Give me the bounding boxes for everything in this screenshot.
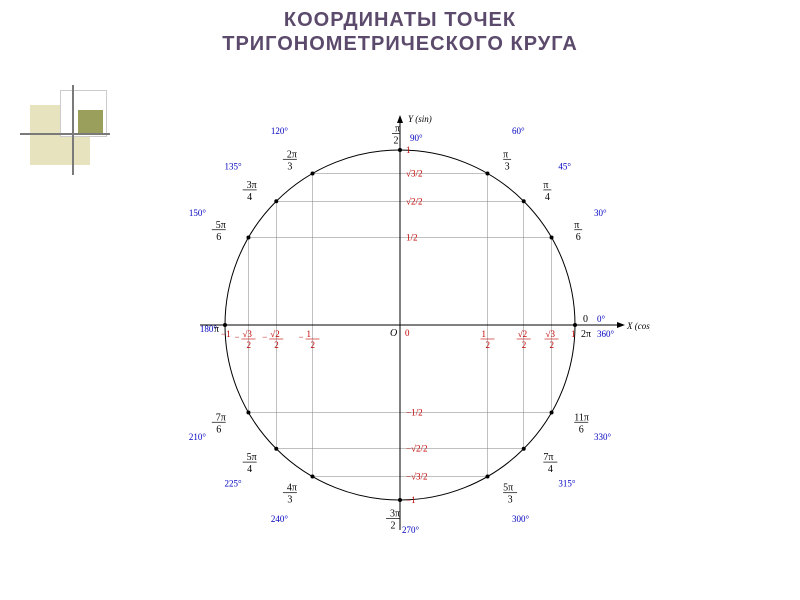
svg-text:300°: 300° xyxy=(512,514,530,524)
svg-text:360°: 360° xyxy=(597,329,615,339)
svg-text:6: 6 xyxy=(216,424,221,435)
svg-text:120°: 120° xyxy=(271,126,289,136)
svg-text:√3: √3 xyxy=(546,329,556,339)
svg-text:330°: 330° xyxy=(594,432,612,442)
svg-text:2: 2 xyxy=(391,521,396,532)
svg-text:O: O xyxy=(390,328,397,339)
svg-text:4π: 4π xyxy=(287,483,297,494)
svg-text:2: 2 xyxy=(246,340,251,350)
svg-text:0: 0 xyxy=(405,328,410,338)
svg-text:2: 2 xyxy=(550,340,555,350)
title-line1: КООРДИНАТЫ ТОЧЕК xyxy=(284,9,516,31)
svg-text:6: 6 xyxy=(579,424,584,435)
svg-text:−√3/2: −√3/2 xyxy=(406,472,428,482)
svg-text:225°: 225° xyxy=(225,478,243,488)
svg-text:4: 4 xyxy=(545,192,550,203)
svg-text:11π: 11π xyxy=(574,412,589,423)
svg-text:240°: 240° xyxy=(271,514,289,524)
svg-text:7π: 7π xyxy=(216,412,226,423)
svg-text:5π: 5π xyxy=(247,452,257,463)
svg-text:π: π xyxy=(395,124,400,135)
svg-text:3: 3 xyxy=(505,161,510,172)
svg-text:2: 2 xyxy=(486,340,491,350)
svg-text:−1/2: −1/2 xyxy=(406,408,423,418)
svg-text:−: − xyxy=(234,332,239,342)
title-line2: ТРИГОНОМЕТРИЧЕСКОГО КРУГА xyxy=(222,33,578,55)
svg-text:−1: −1 xyxy=(406,495,416,505)
svg-text:1: 1 xyxy=(307,329,312,339)
svg-text:√2: √2 xyxy=(518,329,527,339)
svg-text:−: − xyxy=(262,332,267,342)
svg-text:90°: 90° xyxy=(410,133,423,143)
svg-text:1/2: 1/2 xyxy=(406,233,418,243)
svg-text:2π: 2π xyxy=(287,149,297,160)
svg-text:π: π xyxy=(574,220,579,231)
svg-text:2: 2 xyxy=(522,340,527,350)
svg-text:5π: 5π xyxy=(216,220,226,231)
svg-text:3: 3 xyxy=(287,495,292,506)
svg-text:2: 2 xyxy=(394,136,399,147)
svg-text:π: π xyxy=(214,324,219,335)
svg-text:Y (sin): Y (sin) xyxy=(408,114,432,124)
svg-text:270°: 270° xyxy=(402,525,420,535)
svg-text:3: 3 xyxy=(287,161,292,172)
svg-text:−1: −1 xyxy=(221,329,231,339)
svg-text:315°: 315° xyxy=(558,478,576,488)
svg-text:3π: 3π xyxy=(247,180,257,191)
svg-text:2: 2 xyxy=(311,340,316,350)
svg-text:2: 2 xyxy=(274,340,279,350)
svg-text:π: π xyxy=(503,149,508,160)
unit-circle-chart: Y (sin)X (cos)O01√3/2√2/21/2−1/2−√2/2−√3… xyxy=(150,65,650,585)
svg-text:0: 0 xyxy=(583,314,588,325)
svg-text:√2: √2 xyxy=(270,329,279,339)
svg-text:4: 4 xyxy=(247,192,252,203)
svg-text:1: 1 xyxy=(571,329,576,339)
svg-text:−: − xyxy=(299,332,304,342)
svg-text:150°: 150° xyxy=(189,208,207,218)
svg-text:2π: 2π xyxy=(581,329,591,340)
svg-text:√3: √3 xyxy=(242,329,252,339)
svg-text:√3/2: √3/2 xyxy=(406,168,422,178)
svg-text:5π: 5π xyxy=(503,483,513,494)
svg-text:X (cos): X (cos) xyxy=(626,321,650,331)
svg-text:135°: 135° xyxy=(225,162,243,172)
svg-text:60°: 60° xyxy=(512,126,525,136)
svg-text:45°: 45° xyxy=(558,162,571,172)
svg-text:π: π xyxy=(543,180,548,191)
svg-text:210°: 210° xyxy=(189,432,207,442)
svg-text:6: 6 xyxy=(216,232,221,243)
svg-text:4: 4 xyxy=(548,464,553,475)
svg-text:0°: 0° xyxy=(597,314,606,324)
svg-text:−√2/2: −√2/2 xyxy=(406,444,428,454)
page-title: КООРДИНАТЫ ТОЧЕК ТРИГОНОМЕТРИЧЕСКОГО КРУ… xyxy=(0,0,800,56)
svg-text:7π: 7π xyxy=(543,452,553,463)
svg-text:√2/2: √2/2 xyxy=(406,196,422,206)
svg-text:3π: 3π xyxy=(390,509,400,520)
svg-text:4: 4 xyxy=(247,464,252,475)
svg-text:30°: 30° xyxy=(594,208,607,218)
svg-text:1: 1 xyxy=(406,145,411,155)
svg-text:3: 3 xyxy=(508,495,513,506)
svg-text:6: 6 xyxy=(576,232,581,243)
svg-text:1: 1 xyxy=(482,329,487,339)
